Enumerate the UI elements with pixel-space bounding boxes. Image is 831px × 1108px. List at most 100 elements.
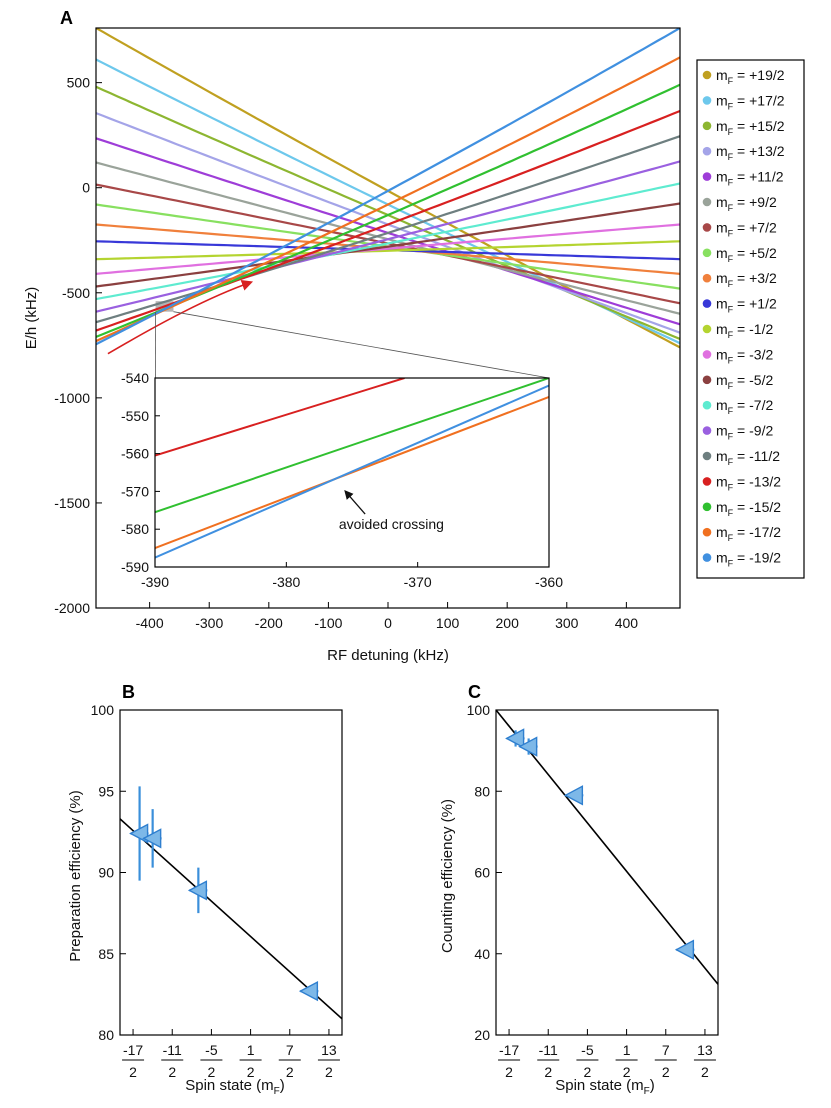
inset-xtick-label: -390 bbox=[141, 574, 169, 590]
legend-entry: mF = +19/2 bbox=[716, 67, 785, 86]
panel-c-ytick-label: 20 bbox=[474, 1027, 490, 1043]
legend-swatch bbox=[702, 400, 712, 410]
panel-c-label: C bbox=[468, 682, 481, 702]
legend-entry: mF = +15/2 bbox=[716, 118, 785, 137]
panel-c-xtick-numerator: 13 bbox=[697, 1042, 713, 1058]
curve-series-10 bbox=[96, 240, 680, 261]
legend-frame bbox=[696, 59, 805, 579]
inset-ytick-label: -570 bbox=[121, 483, 149, 499]
legend-entry: mF = +9/2 bbox=[716, 194, 777, 213]
panel-c-ytick-label: 60 bbox=[474, 865, 490, 881]
xtick-label: 300 bbox=[555, 615, 579, 631]
legend-entry: mF = -1/2 bbox=[716, 321, 773, 340]
legend-entry: mF = +13/2 bbox=[716, 143, 785, 162]
panel-c-xtick-denominator: 2 bbox=[623, 1064, 631, 1080]
panel-b-xtick-denominator: 2 bbox=[247, 1064, 255, 1080]
legend-swatch bbox=[702, 553, 712, 562]
curve-series-12 bbox=[96, 202, 680, 288]
inset-line-1 bbox=[155, 378, 549, 514]
legend-entry: mF = +3/2 bbox=[716, 270, 777, 289]
inset-line-0 bbox=[155, 378, 405, 457]
legend-swatch bbox=[702, 375, 712, 385]
sweep-arrow bbox=[107, 279, 254, 355]
panel-b-xtick-denominator: 2 bbox=[168, 1064, 176, 1080]
panel-b-xtick-numerator: 1 bbox=[247, 1042, 255, 1058]
panel-b-ytick-label: 80 bbox=[98, 1027, 114, 1043]
xtick-label: -100 bbox=[314, 615, 342, 631]
panel-b-marker bbox=[187, 880, 208, 901]
legend-entry: mF = -15/2 bbox=[716, 499, 781, 518]
panel-b-xtick-numerator: -17 bbox=[123, 1042, 143, 1058]
ytick-label: -500 bbox=[62, 285, 90, 301]
panel-b-marker bbox=[142, 828, 162, 849]
legend-swatch bbox=[702, 426, 712, 435]
panel-b-label: B bbox=[122, 682, 135, 702]
panel-c-xtick-numerator: -11 bbox=[539, 1042, 558, 1058]
ytick-label: -1500 bbox=[54, 495, 90, 511]
panel-c-xtick-numerator: 1 bbox=[623, 1042, 631, 1058]
avoided-crossing-arrow bbox=[344, 490, 366, 515]
panel-c-xtick-denominator: 2 bbox=[505, 1064, 513, 1080]
ytick-label: 500 bbox=[67, 75, 91, 91]
panel-b-ytick-label: 90 bbox=[98, 865, 114, 881]
curve-series-14 bbox=[96, 160, 680, 313]
panel-b-ytick-label: 85 bbox=[98, 946, 114, 962]
legend-swatch bbox=[702, 451, 712, 461]
panel-c-ytick-label: 40 bbox=[474, 946, 490, 962]
panel-c-xtick-denominator: 2 bbox=[662, 1064, 670, 1080]
panel-b-xtick-denominator: 2 bbox=[325, 1064, 333, 1080]
panel-c-fit-line bbox=[495, 709, 719, 985]
legend-entry: mF = +1/2 bbox=[716, 296, 777, 315]
legend-swatch bbox=[702, 248, 712, 258]
xtick-label: -200 bbox=[255, 615, 283, 631]
ytick-label: -1000 bbox=[54, 390, 90, 406]
avoided-crossing-label: avoided crossing bbox=[339, 516, 444, 532]
legend-entry: mF = -3/2 bbox=[716, 346, 773, 365]
curve-series-11 bbox=[96, 223, 680, 275]
zoom-connector-right bbox=[173, 311, 550, 379]
panel-b-xtick-denominator: 2 bbox=[286, 1064, 294, 1080]
panel-a: A -400 -300 -200 -100 0 100 200 300 4005000-500-… bbox=[23, 8, 805, 664]
panel-a-ylabel: E/h (kHz) bbox=[23, 287, 40, 350]
panel-c-marker bbox=[563, 785, 584, 806]
legend-entry: mF = +7/2 bbox=[716, 219, 777, 238]
inset-line-3 bbox=[155, 384, 549, 559]
curve-series-13 bbox=[96, 182, 680, 301]
legend-entry: mF = -9/2 bbox=[716, 423, 773, 442]
panel-c-xtick-numerator: -17 bbox=[499, 1042, 519, 1058]
legend-swatch bbox=[702, 223, 712, 232]
legend-swatch bbox=[702, 273, 712, 283]
legend-entry: mF = -7/2 bbox=[716, 397, 773, 416]
panel-c-xtick-denominator: 2 bbox=[701, 1064, 709, 1080]
legend-entry: mF = +11/2 bbox=[716, 169, 784, 188]
panel-b-ylabel: Preparation efficiency (%) bbox=[67, 790, 84, 961]
panel-b-xtick-numerator: 13 bbox=[321, 1042, 337, 1058]
legend-entry: mF = -11/2 bbox=[716, 448, 780, 467]
ytick-label: -2000 bbox=[54, 600, 90, 616]
inset-curves bbox=[155, 378, 549, 559]
legend-swatch bbox=[702, 96, 712, 105]
legend-swatch bbox=[702, 121, 712, 131]
inset-xtick-label: -370 bbox=[404, 574, 432, 590]
energy-curves bbox=[96, 28, 680, 349]
panel-c-marker bbox=[674, 939, 695, 960]
panel-b-fit-line bbox=[119, 818, 343, 1020]
legend-entry: mF = -5/2 bbox=[716, 372, 773, 391]
inset-ytick-label: -590 bbox=[121, 559, 149, 575]
panel-c-marker bbox=[518, 736, 538, 757]
legend-swatch bbox=[702, 350, 712, 359]
panel-c-ytick-label: 100 bbox=[467, 702, 491, 718]
inset-ytick-label: -560 bbox=[121, 446, 149, 462]
xtick-label: 200 bbox=[496, 615, 520, 631]
legend-swatch bbox=[702, 70, 712, 80]
panel-b-xtick-denominator: 2 bbox=[208, 1064, 216, 1080]
xtick-label: 100 bbox=[436, 615, 460, 631]
legend-entry: mF = -13/2 bbox=[716, 473, 781, 492]
legend: mF = +19/2 mF = +17/2 mF = +15/2 mF = +13/2… bbox=[702, 67, 785, 569]
panel-c-xtick-numerator: -5 bbox=[581, 1042, 594, 1058]
inset-ytick-label: -580 bbox=[121, 521, 149, 537]
panel-a-axes: -400 -300 -200 -100 0 100 200 300 4005000-500-10… bbox=[54, 75, 638, 631]
legend-entry: mF = -19/2 bbox=[716, 550, 781, 569]
